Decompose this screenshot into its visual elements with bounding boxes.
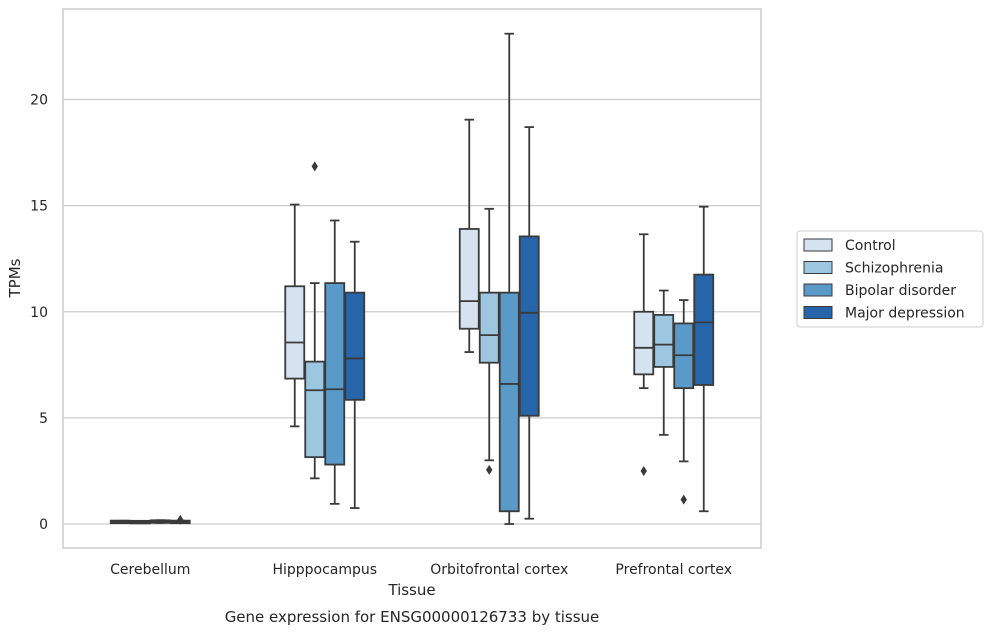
x-tick-labels: Cerebellum Hipppocampus Orbitofrontal cort… bbox=[110, 562, 732, 578]
legend: Control Schizophrenia Bipolar disorder Majo… bbox=[796, 230, 984, 328]
y-axis-label: TPMs bbox=[6, 258, 24, 298]
legend-swatch bbox=[803, 306, 833, 319]
legend-label: Schizophrenia bbox=[845, 261, 943, 277]
x-axis-label: Tissue bbox=[387, 581, 435, 599]
legend-label: Bipolar disorder bbox=[845, 283, 956, 299]
box-iqr bbox=[653, 314, 675, 368]
box-control bbox=[633, 233, 655, 476]
x-tick-label: Orbitofrontal cortex bbox=[430, 562, 568, 578]
legend-swatch bbox=[803, 261, 833, 274]
box-iqr bbox=[344, 291, 366, 401]
box-schizophrenia bbox=[304, 161, 326, 480]
box-iqr bbox=[324, 282, 346, 466]
box-major-depression bbox=[693, 205, 715, 513]
outlier-point bbox=[177, 514, 184, 525]
box-major-depression bbox=[169, 514, 191, 525]
legend-swatch bbox=[803, 238, 833, 252]
box-bipolar-disorder bbox=[673, 299, 695, 505]
chart-caption: Gene expression for ENSG00000126733 by t… bbox=[225, 608, 600, 626]
y-tick-label: 0 bbox=[39, 517, 48, 533]
outlier-point bbox=[486, 464, 493, 475]
box-groups bbox=[109, 32, 715, 525]
legend-frame bbox=[796, 230, 984, 328]
outlier-point bbox=[640, 465, 647, 476]
outlier-point bbox=[680, 494, 687, 505]
box-control bbox=[109, 519, 131, 525]
box-bipolar-disorder bbox=[149, 519, 171, 524]
y-tick-label: 20 bbox=[30, 93, 48, 109]
box-iqr bbox=[498, 291, 520, 513]
x-tick-label: Hipppocampus bbox=[272, 562, 377, 578]
box-iqr bbox=[458, 228, 480, 330]
x-tick-label: Cerebellum bbox=[110, 562, 190, 578]
x-tick-label: Prefrontal cortex bbox=[615, 562, 732, 578]
legend-label: Control bbox=[845, 238, 896, 254]
box-bipolar-disorder bbox=[498, 32, 520, 525]
box-iqr bbox=[518, 235, 540, 417]
box-schizophrenia bbox=[478, 207, 500, 475]
y-tick-label: 15 bbox=[30, 199, 48, 215]
legend-swatch bbox=[803, 283, 833, 297]
box-schizophrenia bbox=[653, 289, 675, 436]
legend-label: Major depression bbox=[845, 306, 965, 322]
y-tick-labels: 0 5 10 15 20 bbox=[30, 93, 48, 534]
box-control bbox=[458, 118, 480, 353]
y-tick-label: 10 bbox=[30, 305, 48, 321]
outlier-point bbox=[311, 161, 318, 172]
plot-area bbox=[63, 9, 761, 548]
box-major-depression bbox=[518, 126, 540, 520]
box-iqr bbox=[284, 285, 306, 380]
box-control bbox=[284, 203, 306, 428]
box-iqr bbox=[304, 360, 326, 459]
box-major-depression bbox=[344, 240, 366, 509]
box-iqr bbox=[478, 291, 500, 364]
box-iqr bbox=[633, 310, 655, 376]
grid-lines bbox=[63, 98, 761, 525]
y-tick-label: 5 bbox=[39, 411, 48, 427]
box-bipolar-disorder bbox=[324, 219, 346, 505]
box-iqr bbox=[693, 273, 715, 386]
plot-frame bbox=[62, 8, 762, 549]
box-schizophrenia bbox=[129, 519, 151, 525]
